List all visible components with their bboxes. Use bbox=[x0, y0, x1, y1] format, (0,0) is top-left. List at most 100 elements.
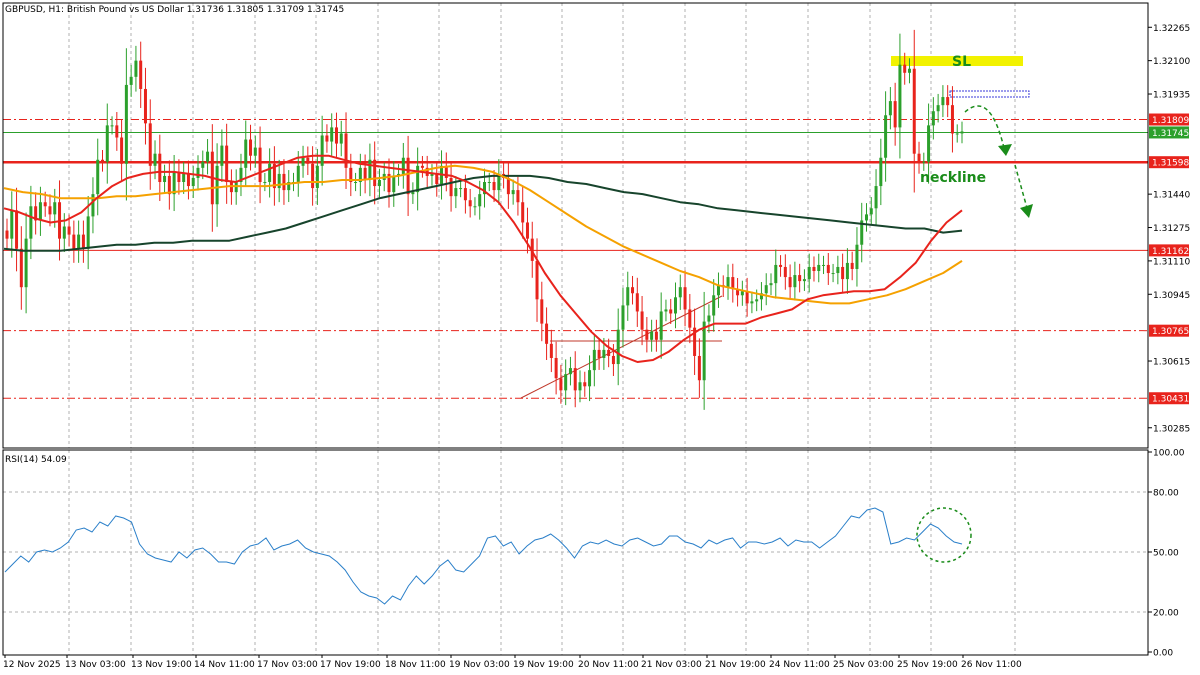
candle-body bbox=[177, 171, 181, 183]
candle-body bbox=[903, 64, 907, 73]
candle-body bbox=[568, 368, 572, 375]
y-tick-label: 1.32100 bbox=[1153, 57, 1190, 67]
candle-body bbox=[712, 295, 716, 316]
candle-body bbox=[225, 145, 229, 183]
price-level-tag-label: 1.31745 bbox=[1152, 129, 1189, 139]
candle-body bbox=[650, 331, 654, 340]
y-tick-label: 1.30945 bbox=[1153, 291, 1190, 301]
candle-body bbox=[688, 309, 692, 328]
candle-body bbox=[19, 248, 23, 288]
candle-body bbox=[392, 175, 396, 193]
candle-body bbox=[272, 163, 276, 189]
candle-body bbox=[344, 133, 348, 168]
candle-body bbox=[759, 293, 763, 300]
candle-body bbox=[917, 153, 921, 162]
candle-body bbox=[339, 133, 343, 144]
candle-body bbox=[955, 133, 959, 135]
x-tick-label: 19 Nov 03:00 bbox=[449, 660, 510, 670]
candle-body bbox=[377, 179, 381, 187]
x-tick-label: 21 Nov 19:00 bbox=[705, 660, 766, 670]
candle-body bbox=[220, 145, 224, 166]
x-tick-label: 26 Nov 11:00 bbox=[961, 660, 1022, 670]
price-level-tag bbox=[1149, 392, 1189, 405]
projection-arrow-2 bbox=[1014, 164, 1028, 209]
candle-body bbox=[306, 157, 310, 164]
candle-body bbox=[898, 64, 902, 128]
x-tick-label: 12 Nov 2025 bbox=[3, 660, 61, 670]
candle-body bbox=[349, 167, 353, 183]
candle-body bbox=[277, 173, 281, 189]
candle-body bbox=[497, 173, 501, 191]
candle-body bbox=[253, 147, 257, 156]
candle-body bbox=[72, 234, 76, 249]
candle-body bbox=[545, 323, 549, 344]
candle-body bbox=[884, 115, 888, 158]
candle-body bbox=[406, 157, 410, 195]
candle-body bbox=[554, 357, 558, 379]
candle-body bbox=[463, 188, 467, 201]
y-tick-label: 1.31275 bbox=[1153, 224, 1190, 234]
candle-body bbox=[745, 291, 749, 304]
candle-body bbox=[358, 167, 362, 183]
candle-body bbox=[416, 165, 420, 193]
candle-body bbox=[731, 277, 735, 290]
price-level-tag-label: 1.30431 bbox=[1152, 395, 1189, 405]
annotation-shapes bbox=[520, 56, 1033, 399]
candle-body bbox=[621, 305, 625, 330]
x-tick-label: 13 Nov 19:00 bbox=[131, 660, 192, 670]
candle-body bbox=[860, 220, 864, 245]
candle-body bbox=[831, 273, 835, 275]
candle-body bbox=[654, 331, 658, 340]
candle-body bbox=[769, 283, 773, 286]
candle-body bbox=[311, 163, 315, 189]
x-tick-label: 21 Nov 03:00 bbox=[641, 660, 702, 670]
candle-body bbox=[215, 165, 219, 205]
candle-body bbox=[105, 125, 109, 162]
candle-body bbox=[459, 188, 463, 190]
candle-body bbox=[158, 153, 162, 183]
candle-body bbox=[468, 200, 472, 207]
price-level-tag bbox=[1149, 156, 1189, 169]
projection-arrow-1 bbox=[964, 105, 1005, 149]
candle-body bbox=[812, 266, 816, 272]
price-level-tag-label: 1.31598 bbox=[1152, 159, 1189, 169]
candle-body bbox=[750, 301, 754, 304]
candle-body bbox=[783, 266, 787, 278]
candle-body bbox=[855, 244, 859, 269]
price-level-tag-label: 1.31809 bbox=[1152, 116, 1189, 126]
candle-body bbox=[172, 171, 176, 195]
price-level-tag bbox=[1149, 126, 1189, 139]
rsi-y-tick-label: 0.00 bbox=[1153, 649, 1173, 659]
candle-body bbox=[163, 175, 167, 183]
candle-body bbox=[635, 293, 639, 312]
candle-body bbox=[674, 297, 677, 314]
candle-body bbox=[206, 151, 210, 162]
candle-body bbox=[487, 182, 491, 184]
candle-body bbox=[578, 382, 582, 391]
candle-body bbox=[101, 159, 104, 162]
candle-body bbox=[191, 177, 195, 187]
candle-body bbox=[186, 173, 190, 187]
candle-body bbox=[583, 382, 587, 387]
chart-title: GBPUSD, H1: British Pound vs US Dollar 1… bbox=[5, 5, 344, 15]
candle-body bbox=[134, 60, 138, 77]
candle-body bbox=[707, 315, 711, 322]
candle-body bbox=[631, 287, 635, 294]
candle-body bbox=[597, 349, 601, 358]
candle-body bbox=[53, 202, 57, 215]
candle-body bbox=[401, 157, 405, 174]
candle-body bbox=[645, 329, 649, 340]
candle-body bbox=[296, 165, 300, 183]
rsi-y-tick-label: 50.00 bbox=[1153, 549, 1179, 559]
candle-body bbox=[430, 173, 434, 176]
candle-body bbox=[249, 139, 253, 156]
candle-body bbox=[950, 105, 954, 134]
x-tick-label: 24 Nov 11:00 bbox=[769, 660, 830, 670]
candle-body bbox=[626, 287, 630, 306]
candle-body bbox=[473, 206, 477, 208]
candle-body bbox=[907, 68, 911, 73]
candle-body bbox=[936, 105, 940, 112]
candle-body bbox=[282, 173, 286, 191]
candle-body bbox=[888, 101, 892, 116]
candle-body bbox=[29, 206, 33, 239]
